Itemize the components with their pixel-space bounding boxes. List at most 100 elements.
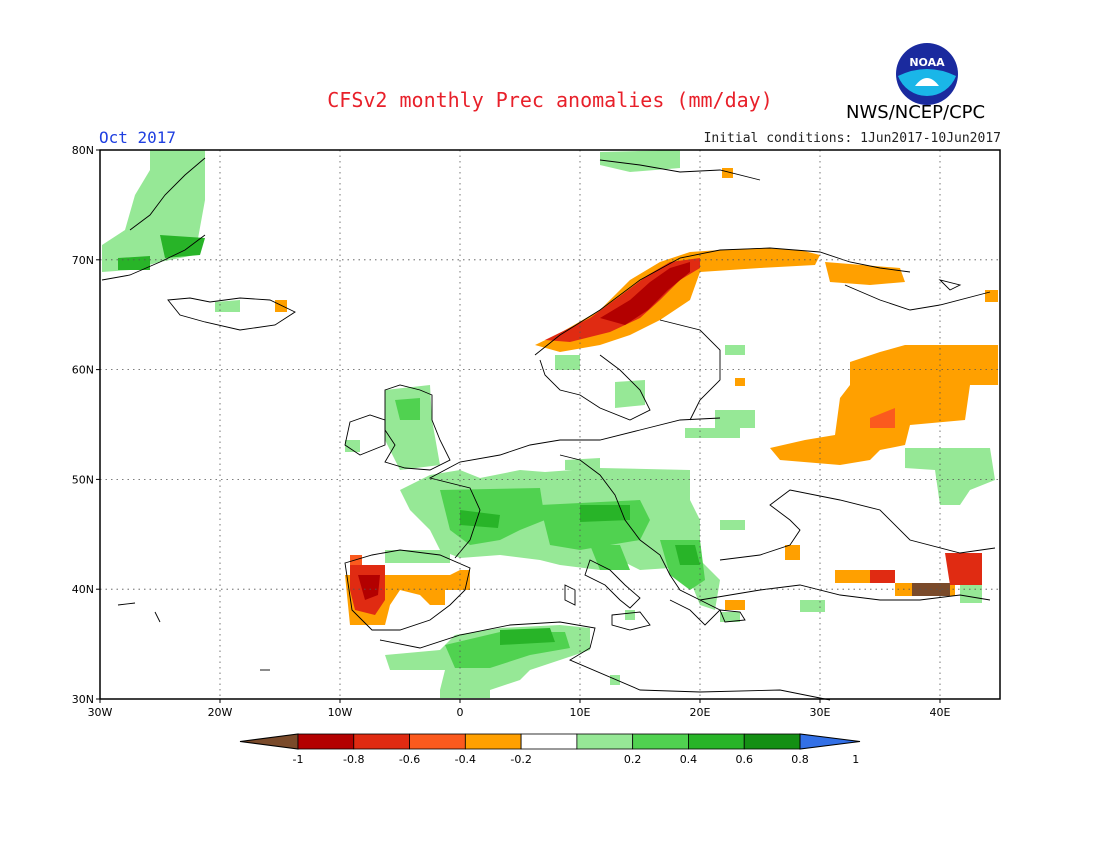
lon-label: 20E (690, 706, 711, 719)
colorbar-bin (353, 733, 410, 750)
colorbar-label: -0.4 (455, 753, 476, 766)
lon-label: 40E (930, 706, 951, 719)
anomaly-patch-9 (600, 262, 690, 325)
colorbar-label: -1 (293, 753, 304, 766)
coastline-4 (344, 414, 386, 456)
coastlines (101, 157, 996, 701)
coastline-20 (599, 159, 761, 181)
colorbar-label: -0.6 (399, 753, 420, 766)
lon-label: 10W (328, 706, 353, 719)
lat-label: 70N (72, 254, 94, 267)
coastline-17 (719, 609, 746, 623)
anomaly-patch-34 (385, 550, 450, 563)
coastline-0 (101, 234, 206, 281)
anomaly-patch-20 (395, 398, 420, 420)
colorbar-bin (520, 733, 578, 750)
lat-label: 50N (72, 473, 94, 486)
anomaly-patch-54 (725, 600, 745, 610)
anomaly-patch-12 (770, 345, 998, 465)
anomaly-layer (102, 150, 998, 698)
colorbar-label: 1 (852, 753, 859, 766)
anomaly-patch-41 (500, 628, 555, 645)
colorbar: -1 -0.8 -0.6 -0.4 -0.2 0.2 0.4 0.6 0.8 1 (239, 733, 861, 766)
coastline-7 (428, 417, 721, 559)
map-frame (99, 149, 1001, 700)
initial-conditions: Initial conditions: 1Jun2017-10Jun2017 (703, 131, 1001, 146)
colorbar-bin (743, 733, 801, 750)
coastline-5 (344, 549, 471, 631)
colorbar-bin (632, 733, 689, 750)
anomaly-patch-14 (785, 545, 800, 560)
anomaly-patch-42 (440, 690, 490, 698)
lat-label: 60N (72, 364, 94, 377)
colorbar-high-arrow (799, 733, 861, 750)
agency-label: NWS/NCEP/CPC (846, 102, 986, 123)
coastline-13 (564, 584, 576, 606)
coastline-11 (559, 454, 721, 626)
colorbar-label: 0.6 (735, 753, 753, 766)
forecast-month: Oct 2017 (99, 128, 177, 147)
anomaly-patch-15 (735, 378, 745, 386)
colorbar-label: 0.2 (624, 753, 642, 766)
colorbar-label: -0.8 (343, 753, 364, 766)
colorbar-bin (688, 733, 745, 750)
coastline-22 (154, 611, 161, 623)
coastline-3 (384, 384, 451, 471)
anomaly-patch-13 (870, 408, 895, 428)
anomaly-patch-30 (720, 520, 745, 530)
logo-text: NOAA (909, 56, 945, 69)
coastline-14 (611, 611, 651, 631)
anomaly-patch-1 (160, 235, 205, 258)
anomaly-patch-29 (675, 545, 700, 565)
anomaly-patch-10 (825, 262, 905, 285)
lon-label: 30E (810, 706, 831, 719)
anomaly-patch-16 (555, 355, 580, 370)
anomaly-patch-24 (460, 510, 500, 528)
colorbar-label: 0.8 (791, 753, 809, 766)
lon-label: 10E (570, 706, 591, 719)
lon-label: 0 (457, 706, 464, 719)
lon-label: 20W (208, 706, 233, 719)
anomaly-patch-47 (960, 585, 982, 603)
anomaly-patch-3 (215, 300, 240, 312)
anomaly-patch-18 (725, 345, 745, 355)
coastline-15 (699, 584, 991, 601)
lat-label: 80N (72, 144, 94, 157)
coastline-19 (938, 279, 962, 291)
lat-label: 40N (72, 583, 94, 596)
anomaly-patch-44 (625, 610, 635, 620)
colorbar-label: 0.4 (680, 753, 698, 766)
coastline-23 (117, 602, 136, 606)
anomaly-patch-2 (118, 256, 150, 270)
anomaly-patch-46 (800, 600, 825, 612)
noaa-logo: NOAA (896, 43, 958, 105)
lon-label: 30W (88, 706, 113, 719)
colorbar-bin (576, 733, 634, 750)
anomaly-patch-32 (685, 428, 740, 438)
anomaly-patch-31 (565, 458, 600, 470)
colorbar-bin (464, 733, 522, 750)
anomaly-patch-17 (615, 380, 645, 408)
coastline-10 (659, 319, 721, 421)
coastline-12 (584, 559, 641, 609)
graticule (100, 150, 1000, 699)
anomaly-patch-45 (905, 448, 995, 505)
anomaly-patch-48 (720, 612, 740, 622)
anomaly-patch-33 (715, 410, 755, 428)
coastline-2 (167, 297, 296, 331)
coastline-8 (534, 247, 911, 356)
colorbar-bin (409, 733, 466, 750)
anomaly-patch-5 (600, 150, 680, 172)
anomaly-patch-4 (275, 300, 287, 312)
colorbar-low-arrow (239, 733, 299, 750)
colorbar-bin (297, 733, 355, 750)
anomaly-patch-6 (722, 168, 733, 178)
anomaly-patch-53 (945, 553, 982, 585)
coastline-1 (129, 157, 206, 231)
anomaly-patch-21 (345, 440, 360, 452)
map-title: CFSv2 monthly Prec anomalies (mm/day) (327, 88, 773, 112)
coastline-9 (539, 354, 651, 421)
anomaly-patch-50 (870, 570, 895, 583)
